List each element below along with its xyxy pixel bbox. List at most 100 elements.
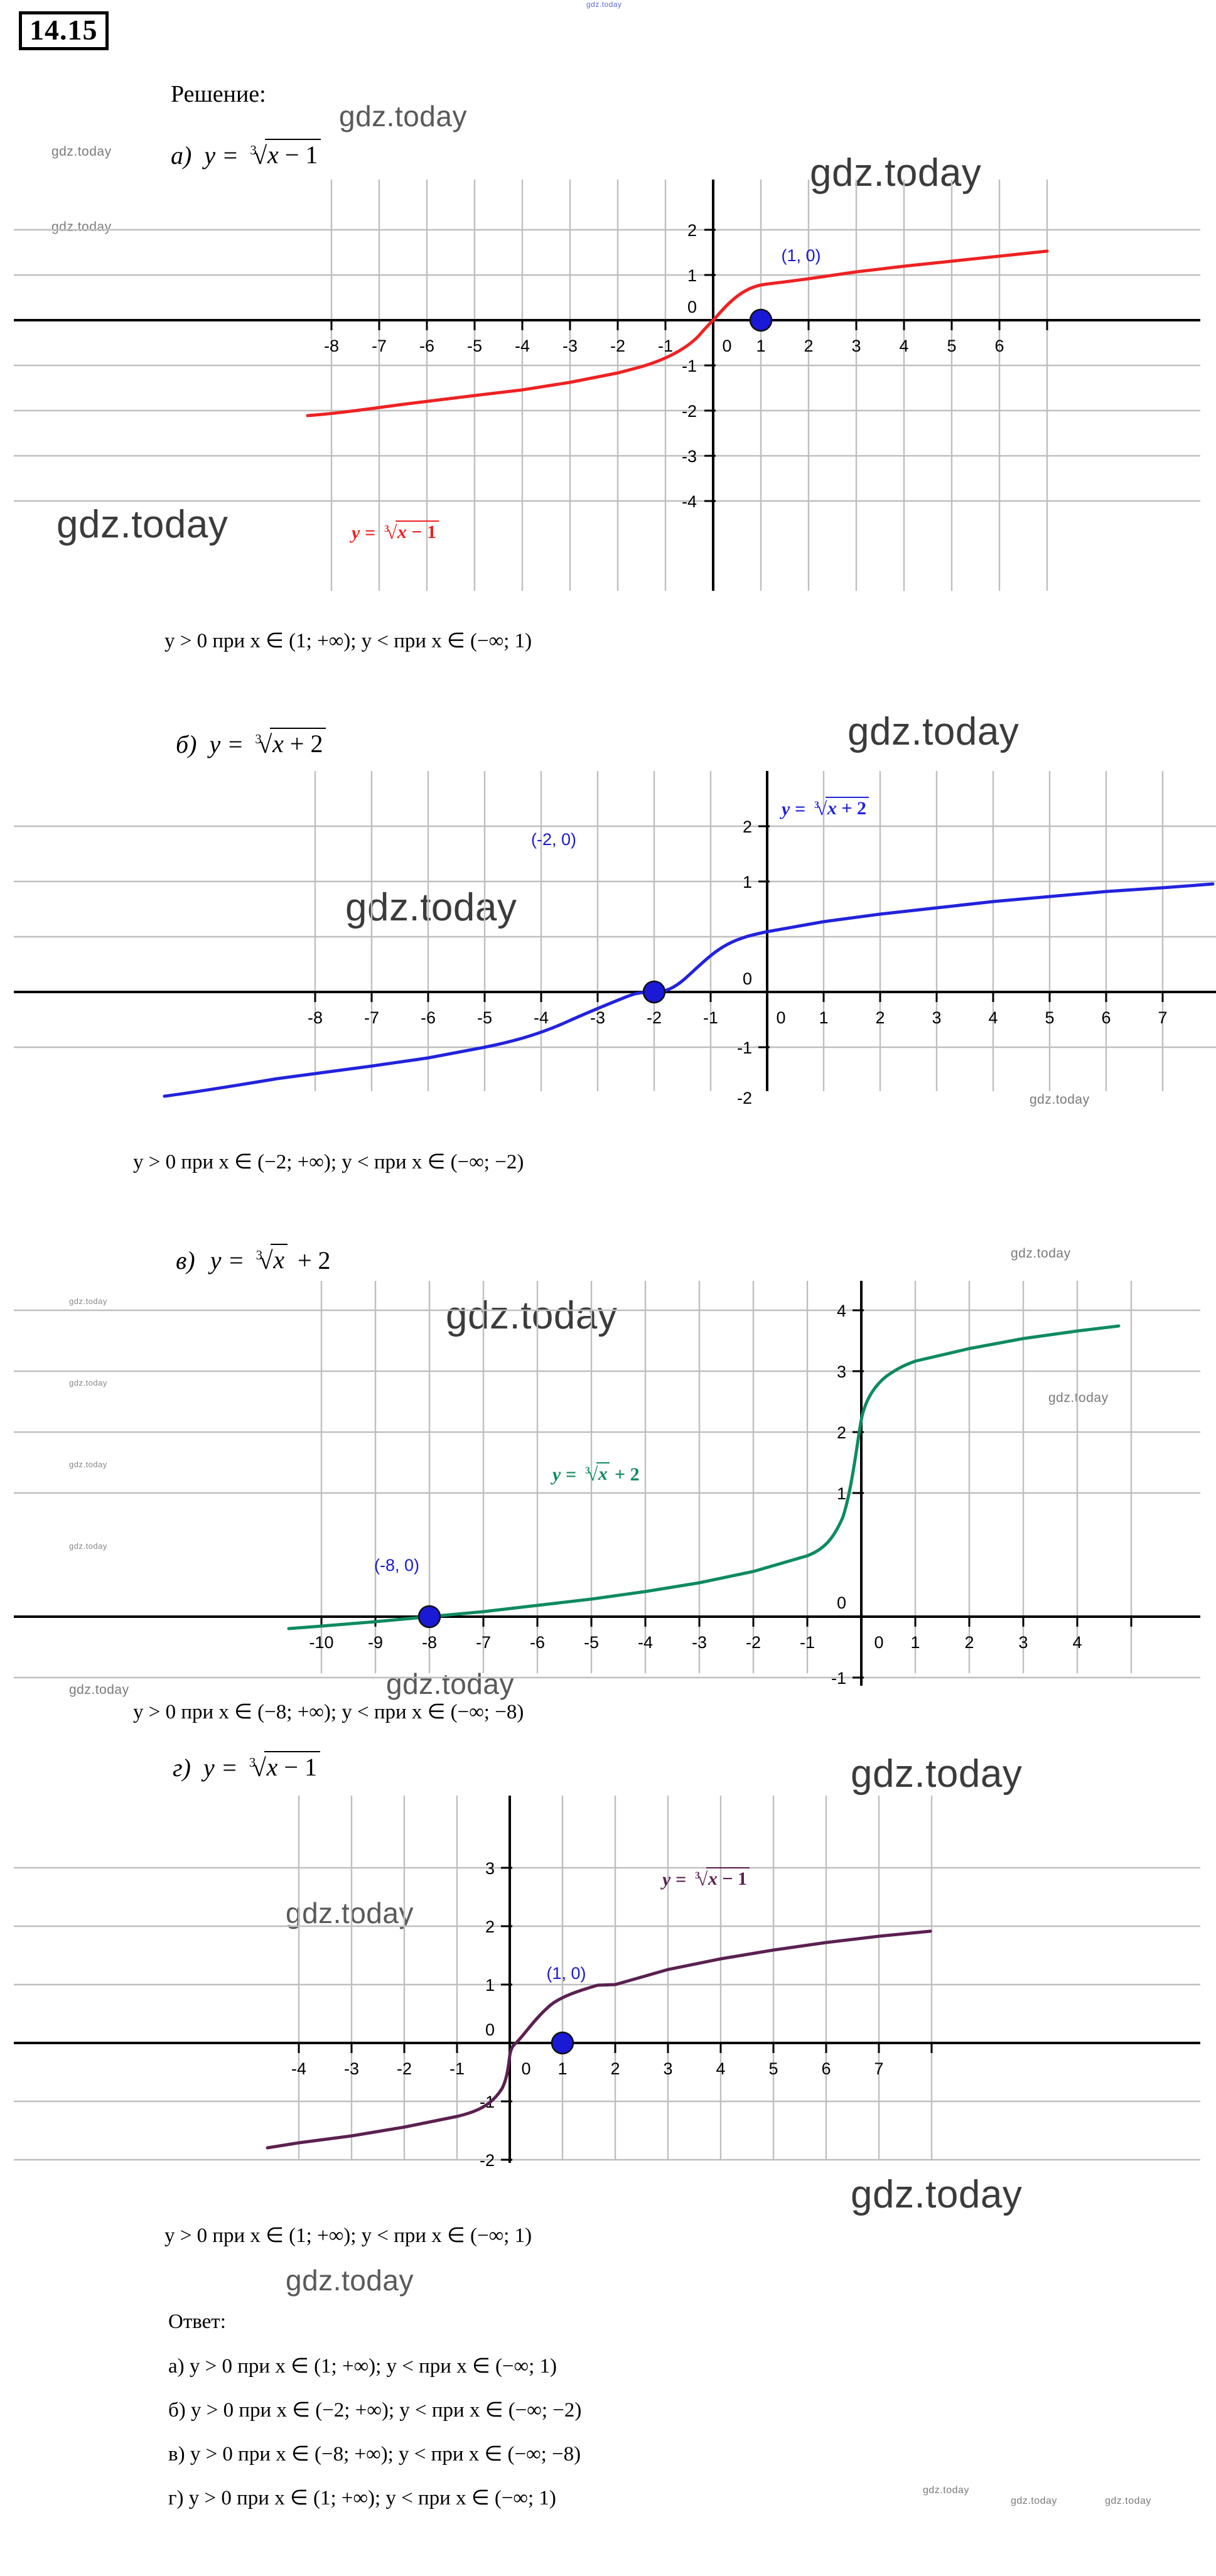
svg-text:0: 0: [485, 2020, 495, 2039]
curve-a: [306, 249, 1049, 418]
svg-text:-2: -2: [610, 337, 625, 355]
svg-text:-3: -3: [344, 2059, 359, 2078]
watermark: gdz.today: [1011, 2496, 1057, 2506]
svg-text:0: 0: [837, 1593, 846, 1612]
intersection-point: [551, 2031, 574, 2055]
x-tick-labels: -4 -3 -2 -1 0 1 2 3 4 5 6 7: [291, 2059, 884, 2078]
grid-lines: [14, 1281, 1200, 1679]
svg-text:0: 0: [743, 969, 752, 988]
statement-b: y > 0 при x ∈ (−2; +∞); y < при x ∈ (−∞;…: [133, 1151, 524, 1173]
grid-lines: [14, 771, 1216, 1091]
svg-text:4: 4: [1072, 1633, 1082, 1652]
answer-line-d: г) y > 0 при x ∈ (1; +∞); y < при x ∈ (−…: [168, 2487, 556, 2509]
svg-text:-7: -7: [364, 1008, 379, 1027]
cube-root-icon: 3√x − 1: [380, 520, 439, 544]
svg-text:1: 1: [485, 1976, 495, 1995]
svg-text:-2: -2: [746, 1633, 761, 1652]
watermark: gdz.today: [851, 1752, 1023, 1796]
svg-text:-5: -5: [467, 337, 482, 355]
svg-text:5: 5: [768, 2059, 778, 2078]
point-label-d: (1, 0): [546, 1964, 586, 1983]
svg-text:3: 3: [851, 337, 861, 355]
svg-text:-4: -4: [291, 2059, 306, 2078]
equation-b: б) y = 3√x + 2: [176, 728, 326, 759]
equation-c: в) y = 3√x + 2: [176, 1244, 331, 1275]
svg-text:6: 6: [821, 2059, 831, 2078]
equation-c-lhs: y =: [210, 1246, 245, 1275]
x-tick-labels: -8 -7 -6 -5 -4 -3 -2 -1 0 1 2 3 4 5 6: [324, 337, 1004, 355]
svg-text:-3: -3: [682, 447, 697, 466]
svg-text:-7: -7: [476, 1633, 491, 1652]
svg-text:-2: -2: [397, 2059, 412, 2078]
svg-text:2: 2: [743, 817, 752, 836]
svg-text:-4: -4: [638, 1633, 653, 1652]
svg-text:0: 0: [874, 1633, 883, 1652]
exercise-number-box: 14.15: [19, 11, 109, 50]
y-tick-labels: 4 3 2 1 0 -1: [831, 1301, 846, 1688]
cube-root-icon: 3√x + 2: [810, 797, 869, 820]
cube-root-icon: 3√x: [581, 1462, 610, 1485]
equation-a-lhs: y =: [204, 141, 239, 170]
svg-text:1: 1: [910, 1633, 920, 1652]
svg-text:-2: -2: [737, 1089, 752, 1104]
y-tick-labels: 32 10 -1-2: [480, 1859, 495, 2170]
graph-a: -8 -7 -6 -5 -4 -3 -2 -1 0 1 2 3 4 5 6 2 1 0 -1 -2 -…: [14, 180, 1200, 606]
svg-text:-1: -1: [800, 1633, 815, 1652]
cube-root-icon: 3√x + 2: [250, 728, 326, 759]
equation-tail: + 2: [297, 1246, 331, 1275]
svg-text:-5: -5: [584, 1633, 599, 1652]
solution-label: Решение:: [171, 81, 266, 107]
svg-text:2: 2: [837, 1423, 846, 1442]
svg-text:0: 0: [521, 2059, 530, 2078]
cube-root-icon: 3√x: [250, 1244, 288, 1275]
svg-text:-8: -8: [324, 337, 339, 355]
svg-text:2: 2: [687, 221, 697, 240]
svg-text:-8: -8: [422, 1633, 437, 1652]
svg-text:3: 3: [485, 1859, 495, 1878]
equation-d-label: г): [173, 1754, 191, 1782]
radicand: x: [267, 141, 279, 170]
svg-text:-1: -1: [658, 337, 673, 355]
svg-text:3: 3: [1018, 1633, 1028, 1652]
watermark: gdz.today: [1105, 2496, 1151, 2506]
svg-text:7: 7: [1158, 1008, 1167, 1027]
svg-text:-9: -9: [368, 1633, 383, 1652]
x-tick-labels: -10 -9 -8 -7 -6 -5 -4 -3 -2 -1 0 1 2 3 4: [309, 1633, 1082, 1652]
intersection-point: [749, 308, 773, 332]
svg-text:6: 6: [1101, 1008, 1111, 1027]
watermark: gdz.today: [851, 2173, 1023, 2216]
svg-text:3: 3: [932, 1008, 941, 1027]
curve-label-b: y = 3√x + 2: [782, 797, 869, 820]
svg-text:3: 3: [663, 2059, 672, 2078]
answer-label: Ответ:: [168, 2310, 226, 2333]
radical-index: 3: [250, 143, 257, 158]
y-tick-labels: 2 1 0 -1 -2 -3 -4: [682, 221, 697, 511]
answer-line-c: в) y > 0 при x ∈ (−8; +∞); y < при x ∈ (…: [168, 2443, 581, 2466]
svg-text:-7: -7: [372, 337, 387, 355]
svg-text:6: 6: [994, 337, 1004, 355]
svg-text:-6: -6: [419, 337, 434, 355]
answer-line-a: а) y > 0 при x ∈ (1; +∞); y < при x ∈ (−…: [168, 2355, 557, 2378]
svg-text:1: 1: [743, 873, 752, 892]
svg-text:-1: -1: [703, 1008, 718, 1027]
svg-text:-1: -1: [449, 2059, 465, 2078]
svg-text:-2: -2: [647, 1008, 662, 1027]
svg-text:-2: -2: [480, 2151, 495, 2170]
cube-root-icon: 3√x − 1: [691, 1867, 750, 1890]
curve-label-c: y = 3√x + 2: [552, 1462, 640, 1485]
svg-text:-5: -5: [477, 1008, 492, 1027]
radical-index: 3: [256, 1248, 263, 1263]
equation-d-lhs: y =: [203, 1754, 238, 1782]
curve-c: [287, 1324, 1121, 1630]
svg-text:2: 2: [875, 1008, 885, 1027]
statement-d: y > 0 при x ∈ (1; +∞); y < при x ∈ (−∞; …: [164, 2224, 532, 2247]
svg-text:1: 1: [557, 2059, 567, 2078]
svg-text:-4: -4: [682, 492, 697, 511]
point-label-c: (-8, 0): [374, 1556, 419, 1575]
watermark: gdz.today: [847, 710, 1020, 753]
svg-text:2: 2: [485, 1917, 495, 1936]
svg-text:1: 1: [837, 1484, 846, 1503]
intersection-point: [642, 980, 666, 1004]
